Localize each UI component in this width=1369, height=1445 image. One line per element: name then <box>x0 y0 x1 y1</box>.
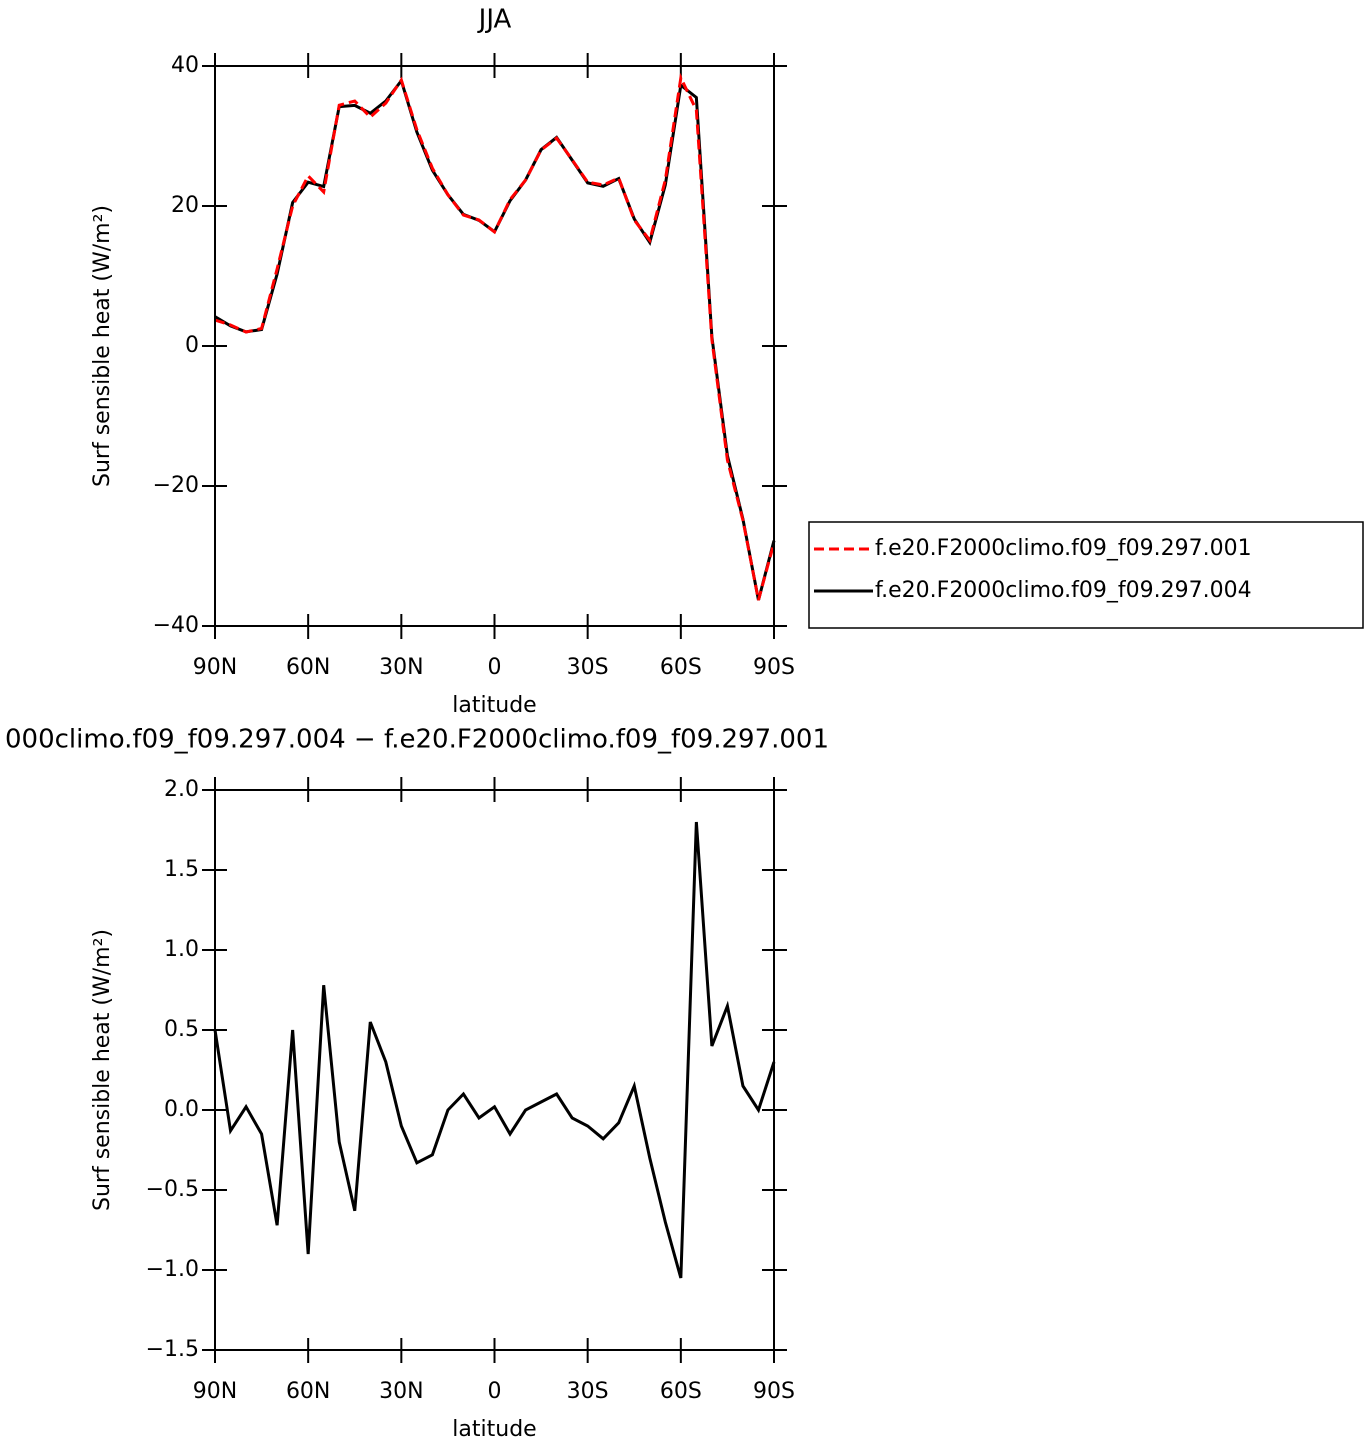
y-tick-label: −0.5 <box>146 1177 199 1202</box>
chart-title: JJA <box>477 5 512 35</box>
y-tick-label: 2.0 <box>164 777 199 802</box>
x-tick-label: 60S <box>660 1379 702 1404</box>
x-tick-label: 90N <box>193 1379 237 1404</box>
y-tick-label: 40 <box>171 53 199 78</box>
data-line <box>213 821 776 1279</box>
y-axis-label: Surf sensible heat (W/m²) <box>90 205 115 487</box>
plot-frame <box>214 65 775 627</box>
x-tick-label: 90S <box>753 1379 795 1404</box>
y-tick-label: −1.5 <box>146 1337 199 1362</box>
y-tick-label: 20 <box>171 193 199 218</box>
y-tick-label: 0.5 <box>164 1017 199 1042</box>
x-tick-label: 60N <box>286 1379 330 1404</box>
y-tick-label: −20 <box>153 473 199 498</box>
y-axis-label: Surf sensible heat (W/m²) <box>90 929 115 1211</box>
y-tick-label: −40 <box>153 613 199 638</box>
chart-title: 000climo.f09_f09.297.004 − f.e20.F2000cl… <box>5 725 829 755</box>
y-tick-label: 1.5 <box>164 857 199 882</box>
y-tick-label: 0 <box>185 333 199 358</box>
y-tick-label: 0.0 <box>164 1097 199 1122</box>
x-axis-label: latitude <box>452 1417 536 1442</box>
x-tick-label: 30S <box>567 655 609 680</box>
y-tick-label: 1.0 <box>164 937 199 962</box>
x-axis-label: latitude <box>452 693 536 718</box>
plot-frame <box>214 789 775 1351</box>
data-line <box>214 72 776 601</box>
x-tick-label: 30S <box>567 1379 609 1404</box>
x-tick-label: 30N <box>379 1379 423 1404</box>
legend-label: f.e20.F2000climo.f09_f09.297.004 <box>875 578 1252 603</box>
x-tick-label: 30N <box>379 655 423 680</box>
legend-label: f.e20.F2000climo.f09_f09.297.001 <box>875 536 1252 561</box>
x-tick-label: 90S <box>753 655 795 680</box>
x-tick-label: 60S <box>660 655 702 680</box>
y-tick-label: −1.0 <box>146 1257 199 1282</box>
x-tick-label: 60N <box>286 655 330 680</box>
x-tick-label: 90N <box>193 655 237 680</box>
data-line <box>214 77 776 601</box>
legend-box <box>808 521 1364 629</box>
x-tick-label: 0 <box>488 1379 502 1404</box>
x-tick-label: 0 <box>488 655 502 680</box>
